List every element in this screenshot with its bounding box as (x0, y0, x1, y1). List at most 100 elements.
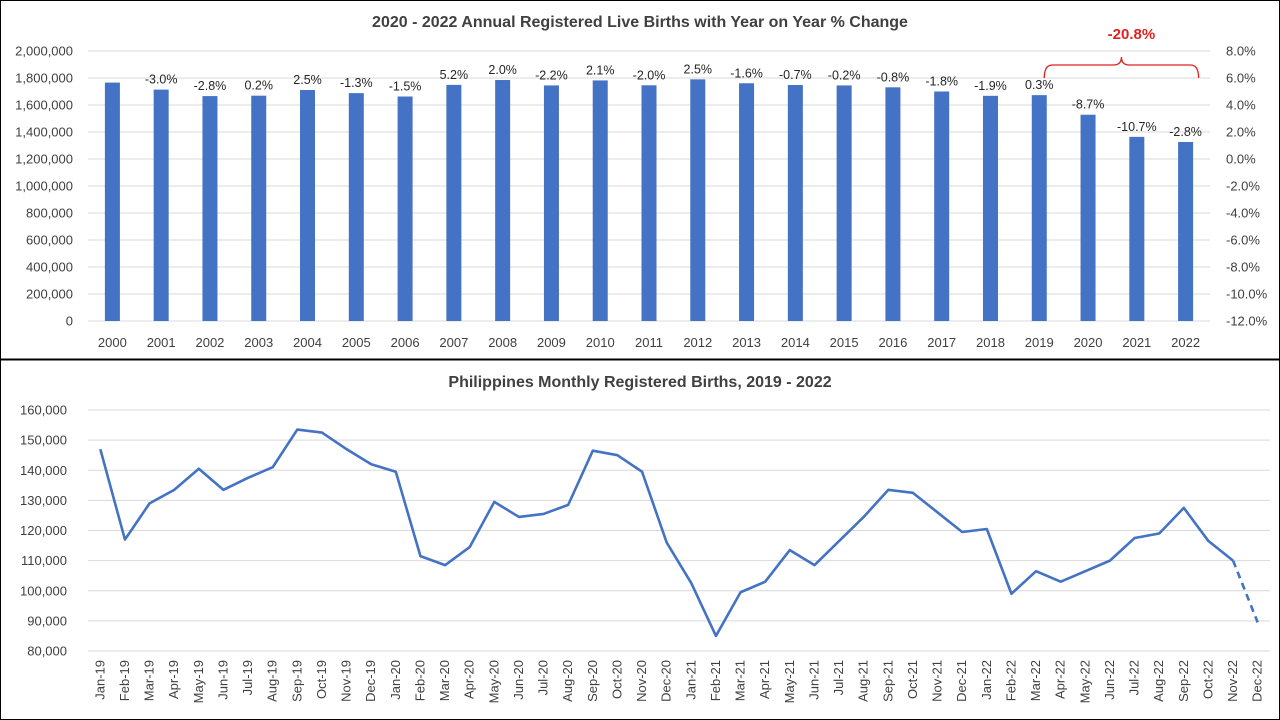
annual-bar-data-label: -3.0% (145, 73, 178, 87)
monthly-x-tick-label: Aug-20 (560, 660, 575, 702)
annual-x-tick-label: 2011 (635, 335, 663, 350)
monthly-x-tick-label: May-19 (191, 660, 206, 703)
monthly-x-tick-label: Nov-19 (339, 660, 354, 702)
monthly-x-tick-label: Apr-20 (462, 660, 477, 699)
annual-y-tick-label: 0 (66, 314, 73, 329)
monthly-births-chart: Philippines Monthly Registered Births, 2… (20, 374, 1270, 703)
annual-chart-title: 2020 - 2022 Annual Registered Live Birth… (372, 14, 908, 31)
annual-bar (495, 80, 511, 322)
monthly-x-tick-label: Mar-20 (437, 660, 452, 701)
monthly-y-tick-label: 90,000 (27, 613, 67, 628)
monthly-y-tick-label: 150,000 (20, 433, 67, 448)
annual-x-tick-label: 2012 (683, 335, 712, 350)
monthly-x-tick-label: Feb-21 (708, 660, 723, 701)
annual-y-tick-label: 2,000,000 (15, 44, 73, 59)
annual-bar-data-label: -1.8% (925, 75, 958, 89)
annual-x-tick-label: 2008 (488, 335, 517, 350)
annual-bar (836, 85, 852, 321)
annual-x-tick-label: 2017 (927, 335, 956, 350)
annual-y-tick-label: 1,000,000 (15, 179, 73, 194)
annual-y2-tick-label: 4.0% (1226, 98, 1256, 113)
annual-bar (202, 96, 218, 321)
monthly-x-tick-label: Dec-20 (659, 660, 674, 702)
annual-y-tick-label: 1,400,000 (15, 125, 73, 140)
annual-bar (543, 85, 559, 321)
monthly-x-tick-label: Jan-21 (683, 660, 698, 700)
annual-births-chart: 2020 - 2022 Annual Registered Live Birth… (15, 14, 1267, 350)
annual-y-tick-label: 800,000 (26, 206, 73, 221)
monthly-births-projected-line (1231, 560, 1259, 623)
annual-bar (1129, 136, 1145, 321)
monthly-x-tick-label: Aug-22 (1151, 660, 1166, 702)
change-callout-bracket (1043, 56, 1200, 79)
annual-x-tick-label: 2015 (830, 335, 859, 350)
monthly-x-tick-label: Feb-20 (412, 660, 427, 701)
annual-x-tick-label: 2014 (781, 335, 810, 350)
monthly-y-tick-label: 80,000 (27, 644, 67, 659)
monthly-x-tick-label: Dec-21 (954, 660, 969, 702)
annual-bar-data-label: 2.1% (586, 63, 615, 77)
annual-bar (397, 96, 413, 322)
monthly-y-tick-label: 140,000 (20, 463, 67, 478)
monthly-x-tick-label: May-20 (486, 660, 501, 703)
monthly-x-tick-label: Jul-21 (831, 660, 846, 695)
annual-bar-data-label: -2.8% (1169, 125, 1202, 139)
annual-bar-data-label: 2.0% (488, 63, 517, 77)
annual-bar-data-label: -2.8% (194, 79, 227, 93)
annual-y-tick-label: 200,000 (26, 287, 73, 302)
annual-bar (787, 85, 803, 322)
annual-y2-tick-label: -4.0% (1226, 206, 1260, 221)
annual-x-tick-label: 2002 (195, 335, 224, 350)
monthly-x-tick-label: Feb-22 (1003, 660, 1018, 701)
annual-bar (739, 83, 755, 321)
monthly-x-tick-label: Dec-19 (363, 660, 378, 702)
annual-x-tick-label: 2020 (1074, 335, 1103, 350)
annual-x-tick-label: 2019 (1025, 335, 1054, 350)
annual-bar (153, 89, 169, 321)
annual-x-tick-label: 2021 (1122, 335, 1151, 350)
annual-x-tick-label: 2016 (878, 335, 907, 350)
annual-y2-tick-label: -6.0% (1226, 233, 1260, 248)
monthly-x-tick-label: Mar-21 (733, 660, 748, 701)
annual-bar-data-label: -8.7% (1072, 98, 1105, 112)
annual-bar-data-label: 0.3% (1025, 78, 1054, 92)
annual-bar-data-label: -0.7% (779, 68, 812, 82)
annual-x-tick-label: 2006 (391, 335, 420, 350)
annual-bar (1080, 114, 1096, 321)
annual-y2-tick-label: -10.0% (1226, 287, 1268, 302)
monthly-x-tick-label: Apr-22 (1053, 660, 1068, 699)
annual-y2-tick-label: 2.0% (1226, 125, 1256, 140)
monthly-x-tick-label: Jan-20 (388, 660, 403, 700)
monthly-x-tick-label: Oct-22 (1200, 660, 1215, 699)
monthly-x-tick-label: Nov-20 (634, 660, 649, 702)
annual-y-tick-label: 1,200,000 (15, 152, 73, 167)
annual-bar-data-label: 0.2% (244, 79, 273, 93)
monthly-x-tick-label: Jun-21 (806, 660, 821, 700)
monthly-y-tick-label: 110,000 (21, 553, 67, 568)
annual-y2-tick-label: -12.0% (1226, 314, 1268, 329)
annual-bar (104, 82, 120, 321)
annual-bar-data-label: -1.3% (340, 76, 373, 90)
annual-bar (1031, 95, 1047, 322)
annual-bar-data-label: -10.7% (1117, 120, 1157, 134)
monthly-x-tick-label: Sep-20 (585, 660, 600, 702)
annual-bar-data-label: -0.2% (828, 68, 861, 82)
monthly-x-tick-label: Nov-22 (1225, 660, 1240, 702)
monthly-x-tick-label: May-22 (1077, 660, 1092, 703)
annual-bar (982, 95, 998, 321)
annual-x-tick-label: 2022 (1171, 335, 1200, 350)
annual-y2-tick-label: -2.0% (1226, 179, 1260, 194)
annual-x-tick-label: 2000 (98, 335, 127, 350)
monthly-y-tick-label: 130,000 (20, 493, 67, 508)
monthly-x-tick-label: Mar-22 (1028, 660, 1043, 701)
annual-bar (300, 90, 316, 321)
change-callout-label: -20.8% (1108, 26, 1156, 43)
monthly-chart-title: Philippines Monthly Registered Births, 2… (448, 374, 831, 391)
monthly-x-tick-label: Sep-22 (1176, 660, 1191, 702)
monthly-x-tick-label: Mar-19 (142, 660, 157, 701)
annual-y-tick-label: 1,600,000 (15, 98, 73, 113)
monthly-x-tick-label: Oct-20 (609, 660, 624, 699)
annual-y2-tick-label: 8.0% (1226, 44, 1256, 59)
annual-x-tick-label: 2001 (147, 335, 176, 350)
